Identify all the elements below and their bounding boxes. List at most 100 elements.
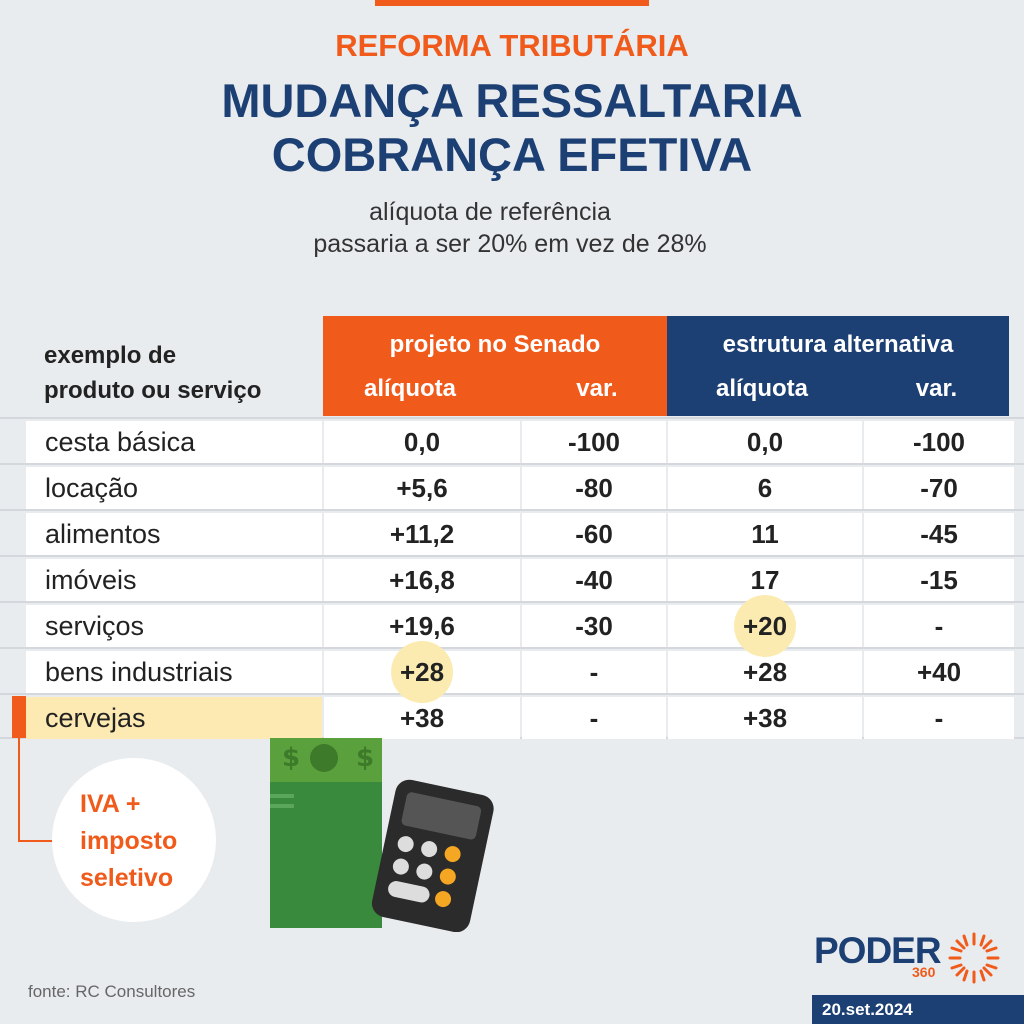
cell-alt-var: -45 [864,513,1014,555]
poder360-logo: PODER 360 [814,930,1004,986]
col-header-senado-var: var. [576,375,618,402]
value-senado-var: -40 [575,564,613,595]
cell-alt-aliquota: +20 [668,595,862,657]
value-senado-aliquota: +16,8 [389,564,455,595]
page-title: MUDANÇA RESSALTARIA COBRANÇA EFETIVA [0,74,1024,182]
subtitle-line-2: passaria a ser 20% em vez de 28% [313,230,707,258]
group-title-senado: projeto no Senado [389,331,601,358]
table-row: bens industriais +28 - +28 +40 [0,641,1024,703]
cell-alt-aliquota: +38 [668,697,862,739]
value-alt-aliquota: 0,0 [746,426,784,457]
logo-wordmark: PODER [814,930,942,971]
value-alt-aliquota: +38 [742,702,788,733]
cell-alt-aliquota: 11 [668,513,862,555]
title-line-1: MUDANÇA RESSALTARIA [221,74,803,127]
cell-produto: alimentos [26,513,322,555]
col-header-alt-aliquota: alíquota [715,375,808,402]
table-row: cervejas +38 - +38 - [0,693,1024,739]
cell-alt-aliquota: 17 [668,559,862,601]
connector-line-vertical [18,738,20,841]
value-senado-aliquota: +28 [390,641,453,703]
cell-produto: serviços [26,605,322,647]
cell-senado-var: - [522,651,666,693]
publication-date: 20.set.2024 [812,995,1024,1024]
cell-alt-var: +40 [864,651,1014,693]
svg-text:$: $ [356,743,374,773]
value-alt-aliquota: +20 [733,595,796,657]
value-alt-var: -15 [920,564,958,595]
row-header-line-2: produto ou serviço [44,377,262,404]
annotation-line-2: imposto [80,827,178,855]
annotation-circle [52,758,216,922]
cell-senado-var: -100 [522,421,666,463]
group-title-alternativa: estrutura alternativa [722,331,954,358]
cell-senado-aliquota: +38 [324,697,520,739]
value-senado-var: -80 [575,472,613,503]
value-senado-aliquota: +5,6 [396,472,448,503]
cell-produto: imóveis [26,559,322,601]
cell-alt-var: -100 [864,421,1014,463]
subtitle-line-1: alíquota de referência [369,198,611,226]
value-senado-var: - [589,656,599,687]
cell-senado-var: -30 [522,605,666,647]
calculator-icon [371,779,494,932]
value-senado-var: -30 [575,610,613,641]
value-senado-aliquota: 0,0 [403,426,441,457]
table-row: serviços +19,6 -30 +20 - [0,595,1024,657]
value-senado-aliquota: +19,6 [389,610,455,641]
value-alt-var: - [934,702,944,733]
money-icon: $ $ [270,738,382,928]
value-senado-var: -100 [567,426,621,457]
subtitle: alíquota de referência passaria a ser 20… [230,196,790,260]
cell-alt-var: - [864,605,1014,647]
table-row: imóveis +16,8 -40 17 -15 [0,555,1024,601]
source-note: fonte: RC Consultores [28,982,196,1001]
kicker: REFORMA TRIBUTÁRIA [335,28,689,63]
cell-senado-aliquota: +16,8 [324,559,520,601]
group-header-alternativa: estrutura alternativa alíquota var. [667,316,1009,416]
cell-alt-var: -15 [864,559,1014,601]
table-row: locação +5,6 -80 6 -70 [0,463,1024,509]
cell-senado-var: -60 [522,513,666,555]
title-line-2: COBRANÇA EFETIVA [271,128,753,181]
cell-senado-aliquota: +5,6 [324,467,520,509]
top-accent-bar [375,0,649,6]
col-header-alt-var: var. [915,375,958,402]
value-senado-aliquota: +38 [399,702,445,733]
value-alt-aliquota: 6 [757,472,773,503]
value-alt-var: +40 [916,656,962,687]
table-row: cesta básica 0,0 -100 0,0 -100 [0,417,1024,463]
annotation-line-1: IVA + [80,790,141,818]
row-header-label: exemplo de produto ou serviço [44,338,261,408]
table-row: alimentos +11,2 -60 11 -45 [0,509,1024,555]
value-alt-var: - [934,610,944,641]
cell-senado-aliquota: +11,2 [324,513,520,555]
cell-alt-var: -70 [864,467,1014,509]
cell-senado-aliquota: +19,6 [324,605,520,647]
value-alt-aliquota: +28 [742,656,788,687]
cell-senado-var: -40 [522,559,666,601]
sun-icon [948,932,1000,984]
value-alt-var: -45 [920,518,958,549]
value-alt-aliquota: 11 [751,518,779,549]
cell-senado-aliquota: +28 [324,641,520,703]
cell-senado-var: - [522,697,666,739]
value-senado-aliquota: +11,2 [389,518,455,549]
value-alt-var: -100 [912,426,966,457]
cell-alt-var: - [864,697,1014,739]
value-alt-aliquota: 17 [750,564,780,595]
cell-produto-highlighted: cervejas [26,697,322,739]
highlighted-value: +20 [742,610,788,641]
cell-senado-aliquota: 0,0 [324,421,520,463]
logo-number: 360 [912,964,936,980]
annotation-line-3: seletivo [80,864,174,892]
cell-senado-var: -80 [522,467,666,509]
cell-alt-aliquota: 6 [668,467,862,509]
data-table: cesta básica 0,0 -100 0,0 -100 locação +… [0,417,1024,739]
value-alt-var: -70 [920,472,958,503]
highlighted-value: +28 [399,656,445,687]
svg-text:$: $ [282,743,300,773]
connector-line-horizontal [18,840,54,842]
cell-alt-aliquota: 0,0 [668,421,862,463]
cell-produto: bens industriais [26,651,322,693]
